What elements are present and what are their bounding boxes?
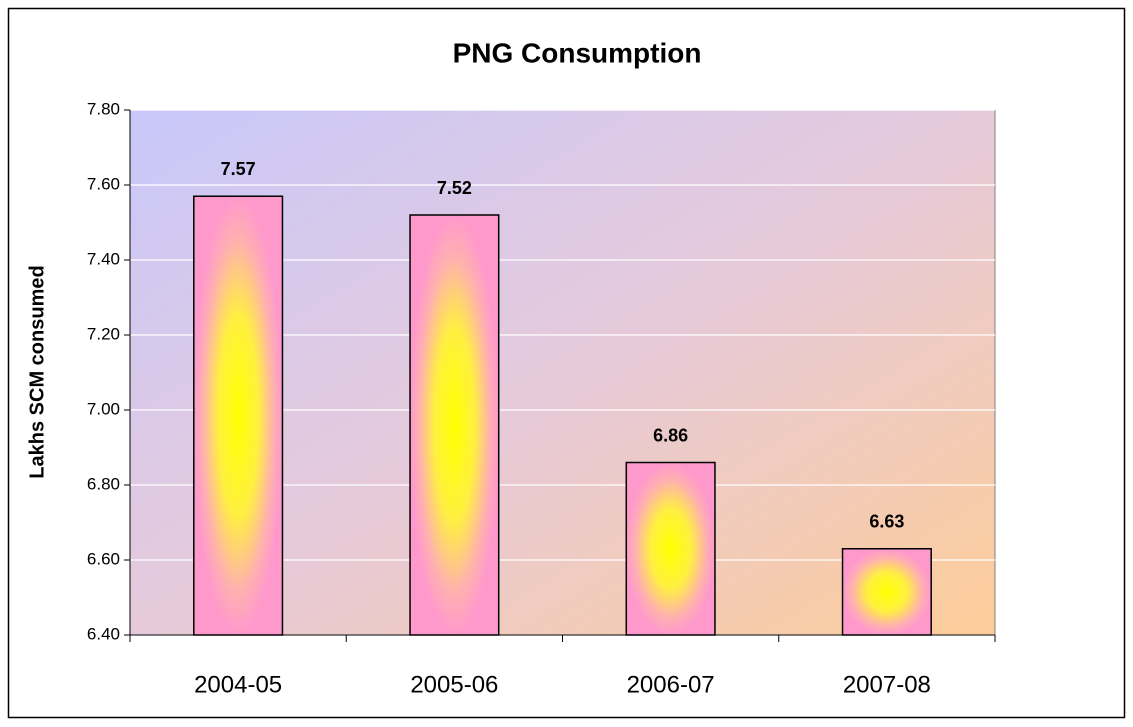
- bar: [841, 548, 932, 636]
- y-tick-label: 7.60: [87, 174, 120, 193]
- y-tick-label: 6.40: [87, 624, 120, 643]
- bar: [409, 214, 500, 636]
- bar: [193, 195, 284, 636]
- y-tick-label: 7.80: [87, 99, 120, 118]
- y-tick-label: 6.60: [87, 549, 120, 568]
- data-label: 6.86: [653, 425, 688, 445]
- data-label: 6.63: [869, 512, 904, 532]
- x-tick-label: 2004-05: [194, 671, 282, 698]
- y-axis-label: Lakhs SCM consumed: [26, 265, 48, 478]
- data-label: 7.57: [221, 159, 256, 179]
- y-tick-label: 7.20: [87, 324, 120, 343]
- y-tick-label: 7.00: [87, 399, 120, 418]
- chart-title: PNG Consumption: [453, 37, 702, 68]
- x-tick-label: 2006-07: [627, 671, 715, 698]
- x-tick-label: 2005-06: [410, 671, 498, 698]
- y-tick-label: 7.40: [87, 249, 120, 268]
- x-tick-label: 2007-08: [843, 671, 931, 698]
- bar: [625, 461, 716, 636]
- y-tick-label: 6.80: [87, 474, 120, 493]
- data-label: 7.52: [437, 178, 472, 198]
